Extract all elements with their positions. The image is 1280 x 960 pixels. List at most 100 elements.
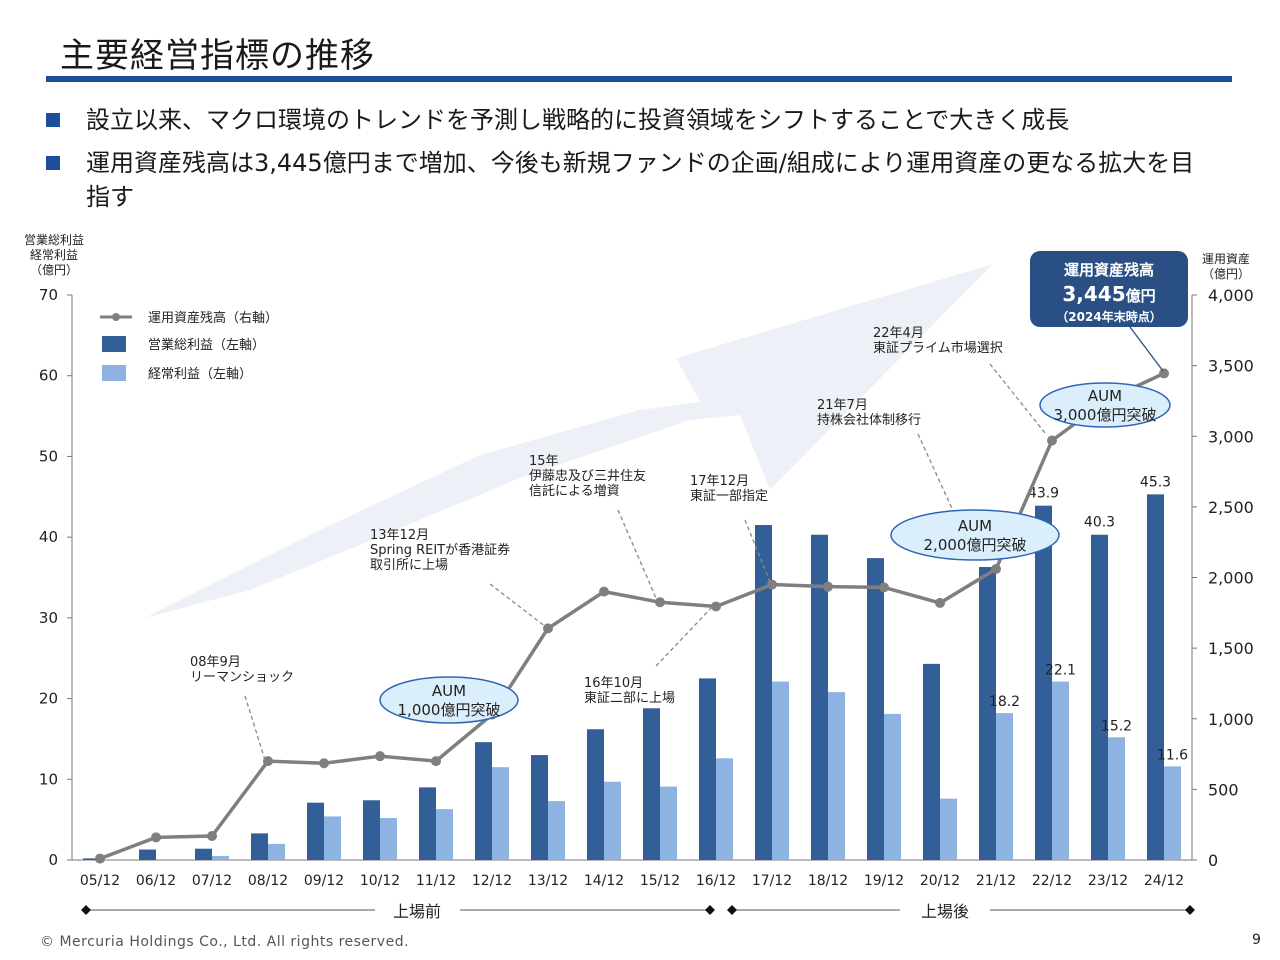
right-tick-label: 3,000 (1208, 427, 1254, 446)
annotation-text: 21年7月 (817, 398, 868, 413)
x-tick-label: 10/12 (360, 873, 400, 889)
right-tick-label: 4,000 (1208, 286, 1254, 305)
aum-point (711, 601, 721, 612)
ordinary-profit-bar (716, 758, 733, 860)
annotation-text: 伊藤忠及び三井住友 (529, 468, 646, 484)
ordinary-profit-bar (828, 692, 845, 860)
gross-profit-bar (531, 755, 548, 860)
aum-milestone-bubble (1039, 382, 1171, 428)
gross-profit-bar (811, 534, 828, 860)
gross-profit-bar (195, 848, 212, 860)
aum-milestone-text: 1,000億円突破 (398, 701, 501, 719)
annotation-text: リーマンショック (190, 670, 294, 685)
x-tick-label: 18/12 (808, 873, 848, 889)
period-label-pre-ipo: 上場前 (393, 902, 441, 921)
aum-point (375, 751, 385, 762)
annotation-text: 信託による増資 (529, 483, 620, 499)
title-underline (46, 76, 1232, 82)
aum-milestone-bubble (890, 509, 1060, 561)
annotation-text: 17年12月 (690, 474, 749, 489)
ordinary-profit-data-label: 15.2 (1101, 718, 1132, 734)
annotation-text: 08年9月 (190, 655, 241, 670)
legend-gross-profit-swatch (102, 336, 126, 352)
growth-arrow (145, 264, 993, 618)
ordinary-profit-bar (1052, 681, 1069, 860)
aum-milestone-text: AUM (432, 682, 466, 700)
x-tick-label: 13/12 (528, 873, 568, 889)
copyright-footer: © Mercuria Holdings Co., Ltd. All rights… (40, 934, 410, 950)
annotation-text: 東証二部に上場 (584, 690, 675, 706)
annotation-leader-line (489, 583, 547, 628)
gross-profit-bar (475, 742, 492, 860)
x-tick-label: 12/12 (472, 873, 512, 889)
right-tick-label: 1,000 (1208, 710, 1254, 729)
ordinary-profit-bar (604, 781, 621, 860)
x-tick-label: 16/12 (696, 873, 736, 889)
legend-aum-marker (112, 313, 120, 321)
x-tick-label: 22/12 (1032, 873, 1072, 889)
aum-milestone-text: AUM (1088, 387, 1122, 405)
aum-point (823, 581, 833, 592)
aum-point (767, 579, 777, 590)
gross-profit-bar (1147, 494, 1164, 860)
left-tick-label: 70 (39, 286, 58, 304)
period-end-marker (705, 905, 715, 915)
aum-point (1047, 435, 1057, 446)
ordinary-profit-bar (212, 855, 229, 860)
left-tick-label: 50 (39, 447, 58, 465)
gross-profit-bar (979, 567, 996, 860)
aum-point (655, 597, 665, 608)
ordinary-profit-bar (1108, 737, 1125, 860)
gross-profit-bar (1091, 534, 1108, 860)
aum-point (599, 586, 609, 597)
aum-milestone-text: 2,000億円突破 (924, 536, 1027, 554)
aum-point (879, 582, 889, 593)
aum-callout: 運用資産残高 3,445億円 （2024年末時点） (1030, 251, 1188, 327)
annotation-text: 持株会社体制移行 (817, 412, 921, 428)
bullet-square-icon (46, 156, 60, 170)
left-tick-label: 0 (48, 851, 58, 869)
page-number: 9 (1252, 932, 1261, 948)
aum-milestone-bubble (379, 676, 519, 724)
callout-value: 3,445 (1062, 282, 1126, 306)
callout-title: 運用資産残高 (1063, 261, 1154, 279)
ordinary-profit-bar (324, 816, 341, 860)
x-tick-label: 11/12 (416, 873, 456, 889)
ordinary-profit-bar (884, 713, 901, 860)
legend-aum-label: 運用資産残高（右軸） (148, 310, 278, 326)
x-tick-label: 07/12 (192, 873, 232, 889)
ordinary-profit-bar (772, 681, 789, 860)
annotation-leader-line (244, 695, 266, 761)
x-tick-label: 05/12 (80, 873, 120, 889)
aum-point (319, 758, 329, 769)
annotation-text: 東証プライム市場選択 (873, 340, 1003, 356)
gross-profit-bar (1035, 505, 1052, 860)
annotation-text: 取引所に上場 (370, 558, 448, 573)
x-tick-label: 08/12 (248, 873, 288, 889)
annotation-text: 13年12月 (370, 528, 429, 543)
ordinary-profit-bar (268, 843, 285, 860)
gross-profit-bar (419, 787, 436, 860)
right-tick-label: 1,500 (1208, 639, 1254, 658)
ordinary-profit-bar (492, 767, 509, 860)
aum-point (935, 597, 945, 608)
gross-profit-data-label: 45.3 (1140, 474, 1171, 490)
gross-profit-data-label: 40.3 (1084, 515, 1115, 531)
gross-profit-bar (139, 849, 156, 860)
ordinary-profit-bar (380, 818, 397, 860)
right-tick-label: 0 (1208, 851, 1218, 870)
aum-point (263, 756, 273, 767)
x-tick-label: 21/12 (976, 873, 1016, 889)
x-tick-label: 09/12 (304, 873, 344, 889)
ordinary-profit-data-label: 22.1 (1045, 663, 1076, 679)
callout-value-line: 3,445億円 (1030, 282, 1188, 306)
ordinary-profit-bar (436, 809, 453, 860)
ordinary-profit-bar (548, 801, 565, 860)
ordinary-profit-data-label: 11.6 (1157, 747, 1188, 763)
right-tick-label: 2,000 (1208, 569, 1254, 588)
legend-ordinary-profit-label: 経常利益（左軸） (148, 367, 252, 382)
left-axis-title: 営業総利益 (24, 233, 84, 247)
annotation-text: 東証一部指定 (690, 488, 768, 504)
aum-point (207, 830, 217, 841)
ordinary-profit-bar (1164, 766, 1181, 860)
